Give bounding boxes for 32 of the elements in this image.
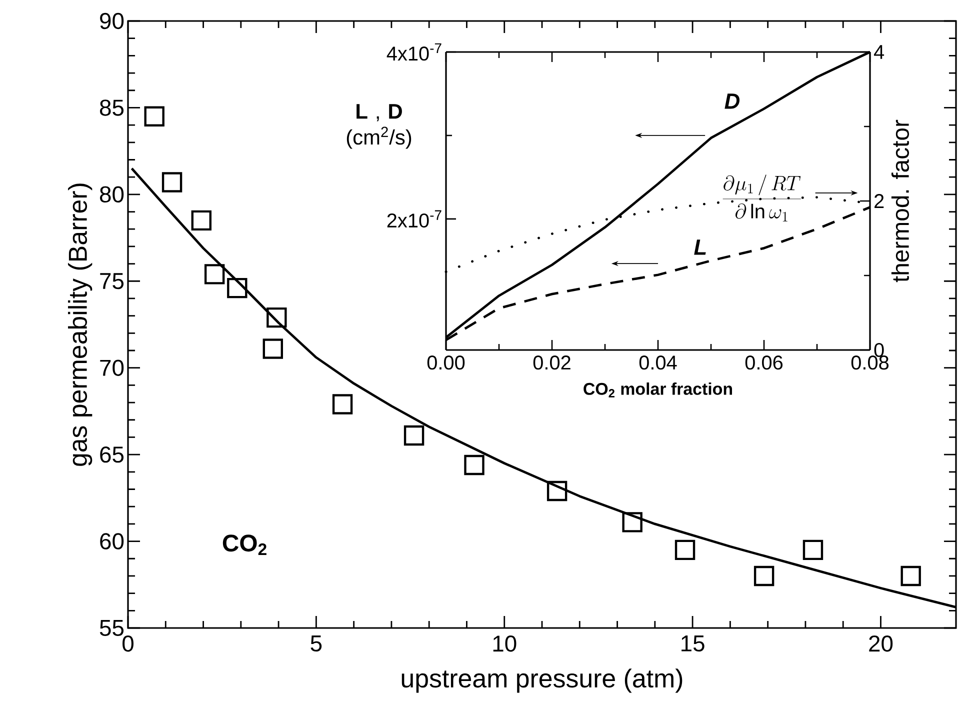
y2-tick-label: 0 [874, 342, 884, 358]
y-tick-label: 75 [100, 273, 124, 290]
y-tick-label: 65 [100, 446, 124, 463]
x-tick-label: 5 [310, 636, 322, 652]
y-tick-label: 4x10$^{-7}$ [386, 43, 442, 61]
x-tick-label: 10 [493, 636, 516, 652]
y2-tick-label: 2 [874, 194, 884, 208]
x-tick-label: 0.00 [427, 356, 465, 370]
y-tick-label: 55 [100, 620, 124, 636]
annotation: CO$_{2}$ [222, 534, 266, 556]
x-tick-label: 15 [682, 636, 704, 652]
annotation: $\frac{\partial\mu_1\,/\,RT}{\partial\ln\omega_1}$ [722, 174, 801, 222]
y-tick-label: 70 [100, 360, 124, 376]
x-axis-title: CO$_{2}$ molar fraction [584, 382, 732, 398]
y-axis-title: gas permeability (Barrer) [68, 184, 92, 466]
x-tick-label: 20 [869, 636, 893, 652]
x-tick-label: 0.08 [851, 356, 889, 370]
y-tick-label: 2x10$^{-7}$ [387, 210, 442, 228]
y-tick-label: 80 [100, 186, 124, 203]
x-tick-label: 0 [122, 636, 134, 652]
y-axis-title: L , D (cm$^{2}$/s) [346, 104, 412, 149]
y-tick-label: 60 [100, 533, 124, 550]
x-tick-label: 0.04 [639, 356, 677, 370]
x-tick-label: 0.06 [745, 356, 783, 370]
x-axis-title: upstream pressure (atm) [402, 668, 682, 693]
y-tick-label: 90 [100, 12, 124, 30]
y2-axis-title: thermod. factor [891, 120, 910, 282]
series-label: D [724, 94, 740, 109]
y2-tick-label: 4 [874, 45, 884, 59]
y-tick-label: 85 [100, 100, 124, 116]
x-tick-label: 0.02 [533, 356, 570, 370]
series-label: L [694, 240, 706, 255]
